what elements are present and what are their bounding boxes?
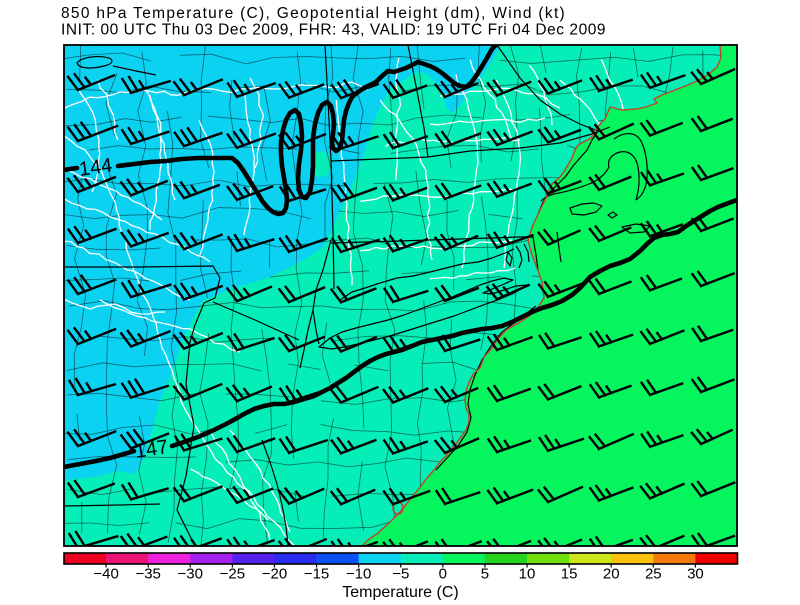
svg-text:−25: −25 <box>220 566 245 583</box>
svg-text:30: 30 <box>687 566 704 583</box>
svg-text:INIT: 00 UTC Thu 03 Dec 2009,: INIT: 00 UTC Thu 03 Dec 2009, FHR: 43, V… <box>61 22 606 39</box>
svg-text:144: 144 <box>78 155 114 181</box>
svg-text:0: 0 <box>439 566 447 583</box>
svg-text:−40: −40 <box>93 566 118 583</box>
svg-text:25: 25 <box>645 566 662 583</box>
svg-text:−35: −35 <box>135 566 160 583</box>
svg-text:15: 15 <box>561 566 578 583</box>
svg-text:−10: −10 <box>346 566 371 583</box>
svg-text:Temperature (C): Temperature (C) <box>342 584 458 600</box>
svg-text:−5: −5 <box>392 566 409 583</box>
svg-text:20: 20 <box>603 566 620 583</box>
svg-text:−30: −30 <box>178 566 203 583</box>
svg-text:−20: −20 <box>262 566 287 583</box>
svg-text:10: 10 <box>519 566 536 583</box>
svg-text:5: 5 <box>481 566 489 583</box>
svg-text:850 hPa Temperature (C), Geopo: 850 hPa Temperature (C), Geopotential He… <box>61 5 566 22</box>
svg-text:−15: −15 <box>304 566 329 583</box>
